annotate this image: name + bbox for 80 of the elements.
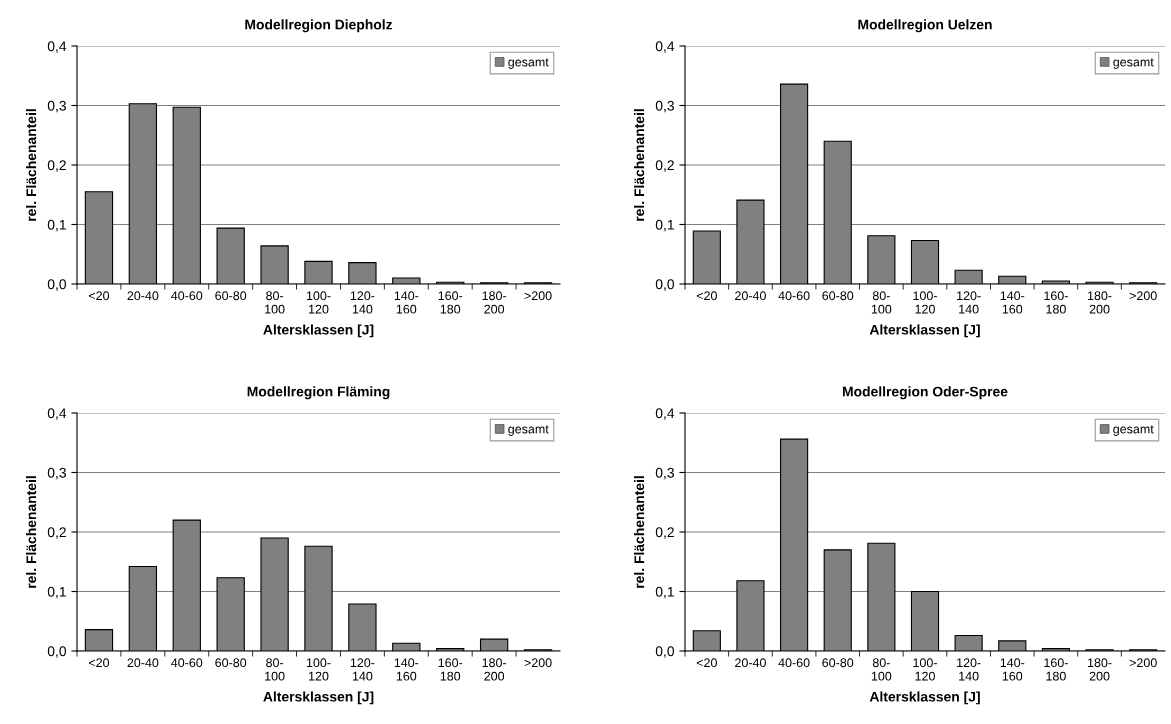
chart-title: Modellregion Fläming [247,386,390,400]
x-tick-label: 40-60 [171,658,203,668]
legend-label: gesamt [1113,58,1154,69]
x-tick-label: 20-40 [127,658,159,668]
x-tick-label: 80- 100 [265,291,285,314]
x-tick-label: 180- 200 [482,658,507,681]
y-tick-label: 0,2 [655,527,674,539]
chart-title: Modellregion Diepholz [245,19,393,33]
x-tick-label: 80- 100 [871,291,892,314]
x-tick-label: 100- 120 [306,658,331,681]
x-tick-label: 140- 160 [1000,658,1025,681]
x-tick-label: <20 [88,291,110,301]
x-tick-label: 80- 100 [871,658,892,681]
x-tick-label: >200 [1129,291,1157,301]
y-tick-label: 0,1 [47,586,66,599]
x-tick-label: 140- 160 [1000,291,1025,314]
y-tick-label: 0,4 [655,408,675,420]
x-tick-label: 60-80 [215,291,247,301]
y-tick-label: 0,0 [655,646,675,658]
x-tick-label: >200 [524,658,552,668]
x-tick-label: <20 [696,291,717,301]
y-axis-title: rel. Flächenanteil [26,109,37,221]
x-tick-label: 120- 140 [957,291,981,314]
x-tick-label: >200 [524,291,552,301]
chart-title: Modellregion Uelzen [858,19,992,33]
x-axis-title: Altersklassen [J] [869,324,980,338]
legend-label: gesamt [508,425,549,436]
x-tick-label: <20 [88,658,110,668]
y-tick-label: 0,0 [47,646,67,658]
y-axis-title: rel. Flächenanteil [634,476,645,588]
x-tick-label: >200 [1129,658,1157,668]
x-tick-label: 120- 140 [350,658,375,681]
x-tick-label: 120- 140 [957,658,981,681]
y-tick-label: 0,3 [47,467,66,480]
y-tick-label: 0,1 [47,219,66,232]
x-tick-label: 140- 160 [394,658,419,681]
x-tick-label: 140- 160 [394,291,419,314]
y-tick-label: 0,4 [47,41,67,53]
y-tick-label: 0,0 [47,279,67,291]
x-tick-label: 60-80 [215,658,247,668]
y-axis-title: rel. Flächenanteil [634,109,645,221]
x-tick-label: 20-40 [127,291,159,301]
x-tick-label: 120- 140 [350,291,375,314]
y-tick-label: 0,2 [655,160,674,172]
x-tick-label: 40-60 [171,291,203,301]
x-tick-label: 180- 200 [1087,291,1112,314]
y-tick-label: 0,1 [655,219,674,232]
y-tick-label: 0,0 [655,279,675,291]
x-tick-label: 80- 100 [265,658,285,681]
x-axis-title: Altersklassen [J] [869,691,980,705]
x-tick-label: 180- 200 [482,291,507,314]
y-tick-label: 0,1 [655,586,674,599]
x-tick-label: 100- 120 [306,291,331,314]
x-tick-label: <20 [696,658,717,668]
y-tick-label: 0,4 [655,41,675,53]
y-tick-label: 0,2 [47,160,66,172]
x-axis-title: Altersklassen [J] [263,691,374,705]
y-axis-title: rel. Flächenanteil [26,476,37,588]
y-tick-label: 0,4 [47,408,67,420]
x-tick-label: 40-60 [778,291,810,301]
y-tick-label: 0,3 [655,100,674,113]
y-tick-label: 0,3 [47,100,66,113]
y-tick-label: 0,2 [47,527,66,539]
x-tick-label: 40-60 [778,658,810,668]
x-tick-label: 20-40 [735,658,766,668]
legend-label: gesamt [508,58,549,69]
x-axis-title: Altersklassen [J] [263,324,374,338]
x-tick-label: 160- 180 [438,291,463,314]
x-tick-label: 100- 120 [913,658,937,681]
x-tick-label: 100- 120 [913,291,937,314]
x-tick-label: 20-40 [735,291,766,301]
x-tick-label: 160- 180 [1044,291,1068,314]
y-tick-label: 0,3 [655,467,674,480]
x-tick-label: 160- 180 [1044,658,1068,681]
x-tick-label: 180- 200 [1087,658,1112,681]
chart-title: Modellregion Oder-Spree [842,386,1008,400]
legend-label: gesamt [1113,425,1154,436]
x-tick-label: 60-80 [822,658,854,668]
x-tick-label: 160- 180 [438,658,463,681]
x-tick-label: 60-80 [822,291,854,301]
